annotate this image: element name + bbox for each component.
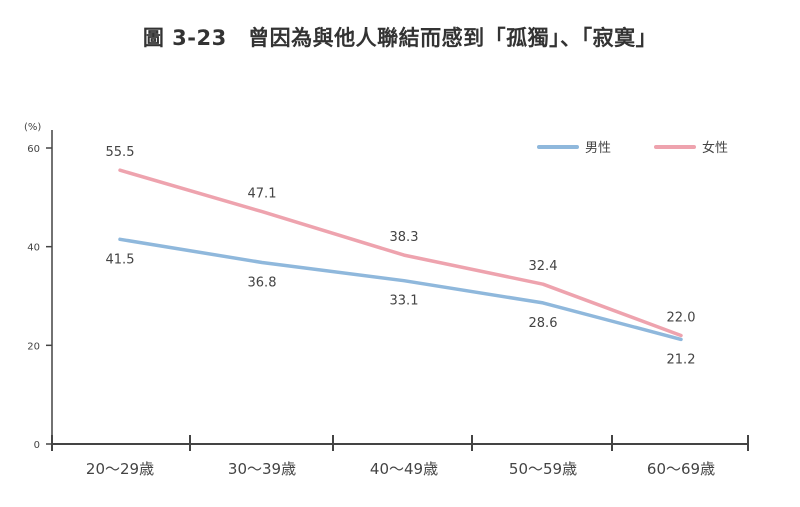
data-label-male: 33.1 [390,294,419,309]
data-label-female: 47.1 [248,187,277,202]
x-category-label: 40〜49歳 [370,460,438,478]
x-category-label: 50〜59歳 [509,460,577,478]
legend: 男性 女性 [537,140,728,156]
data-label-female: 55.5 [106,145,135,160]
data-label-male: 21.2 [667,352,696,367]
data-label-female: 32.4 [529,259,558,274]
data-labels: 41.5 36.8 33.1 28.6 21.2 55.5 47.1 38.3 32.4 22.0 [106,145,696,367]
x-category-label: 60〜69歳 [647,460,715,478]
data-label-male: 41.5 [106,252,135,267]
y-tick-label: 0 [34,440,40,451]
legend-label-male: 男性 [585,141,611,156]
data-label-male: 28.6 [529,316,558,331]
y-tick-label: 60 [27,144,40,155]
x-category-label: 30〜39歳 [228,460,296,478]
series-line-male [118,237,683,342]
y-unit-label: (%) [24,122,41,133]
data-label-female: 38.3 [390,230,419,245]
x-category-label: 20〜29歳 [86,460,154,478]
series-line-female [118,168,683,338]
chart-title: 圖 3-23 曾因為與他人聯結而感到「孤獨」、「寂寞」 [142,26,658,50]
y-tick-label: 20 [27,341,40,352]
axes: (%) 0 20 40 60 20〜29歳 30〜39歳 40〜49歳 50〜59歳 60〜69歳 [24,122,749,478]
y-tick-label: 40 [27,243,40,254]
data-label-female: 22.0 [667,310,696,325]
legend-label-female: 女性 [702,140,728,156]
series-lines [118,168,683,342]
data-label-male: 36.8 [248,275,277,290]
